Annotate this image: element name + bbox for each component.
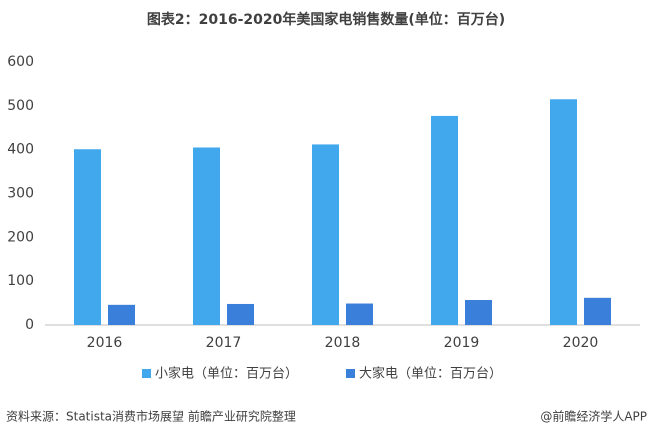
y-tick-label: 600 <box>7 54 34 70</box>
x-tick-label: 2016 <box>87 335 123 351</box>
x-tick-label: 2017 <box>206 335 242 351</box>
y-tick-label: 300 <box>7 186 34 202</box>
legend-label: 小家电（单位：百万台） <box>155 366 298 382</box>
bar <box>312 144 339 325</box>
credit: @前瞻经济学人APP <box>540 409 647 424</box>
bar <box>465 300 492 325</box>
bar <box>108 304 135 325</box>
y-tick-label: 100 <box>7 273 34 289</box>
bar <box>193 147 220 325</box>
legend-swatch <box>346 369 355 378</box>
x-tick-label: 2018 <box>325 335 361 351</box>
chart-title: 图表2：2016-2020年美国家电销售数量(单位：百万台) <box>147 11 505 28</box>
source: 资料来源：Statista消费市场展望 前瞻产业研究院整理 <box>6 409 296 424</box>
bar <box>227 303 254 325</box>
x-tick-label: 2019 <box>444 335 480 351</box>
y-tick-label: 0 <box>25 317 34 333</box>
legend-label: 大家电（单位：百万台） <box>359 366 502 382</box>
bar <box>74 149 101 325</box>
bar <box>346 303 373 325</box>
bar <box>550 99 577 325</box>
bar <box>584 297 611 325</box>
y-tick-label: 400 <box>7 142 34 158</box>
x-tick-label: 2020 <box>563 335 599 351</box>
legend-swatch <box>142 369 151 378</box>
y-tick-label: 200 <box>7 229 34 245</box>
bar <box>431 115 458 325</box>
y-tick-label: 500 <box>7 98 34 114</box>
